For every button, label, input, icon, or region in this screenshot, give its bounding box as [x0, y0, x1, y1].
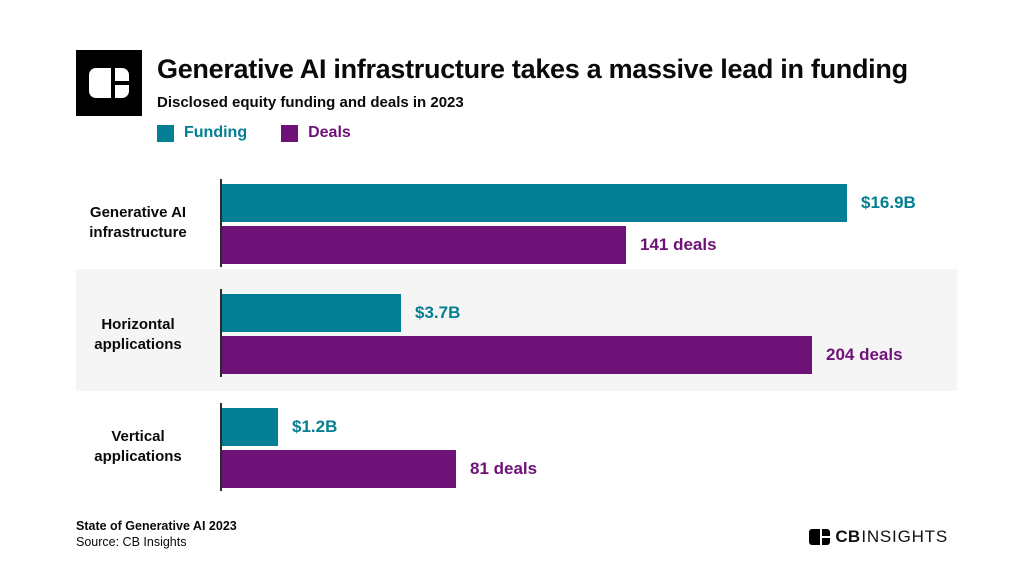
legend-item-deals: Deals [281, 124, 351, 142]
legend-deals-label: Deals [308, 124, 351, 141]
funding-bar [222, 408, 278, 446]
category-label-generative-ai-infrastructure: Generative AI infrastructure [89, 204, 187, 241]
deals-bar [222, 226, 626, 264]
axis-line [220, 179, 222, 267]
cbinsights-logo-icon [76, 50, 142, 116]
axis-line [220, 289, 222, 377]
deals-bar-row: 81 deals [222, 450, 537, 488]
bar-group-generative-ai-infrastructure: $16.9B 141 deals [222, 184, 916, 268]
bar-group-horizontal-applications: $3.7B 204 deals [222, 294, 903, 378]
deals-value-label: 204 deals [826, 345, 903, 364]
axis-line [220, 403, 222, 491]
deals-bar-row: 204 deals [222, 336, 903, 374]
funding-bar-row: $16.9B [222, 184, 916, 222]
funding-value-label: $3.7B [415, 303, 461, 322]
category-label-vertical-applications: Vertical applications [94, 428, 182, 465]
bar-group-vertical-applications: $1.2B 81 deals [222, 408, 537, 492]
page-subtitle: Disclosed equity funding and deals in 20… [157, 94, 464, 111]
category-label-horizontal-applications: Horizontal applications [94, 316, 182, 353]
page-title: Generative AI infrastructure takes a mas… [157, 54, 908, 84]
deals-bar-row: 141 deals [222, 226, 916, 264]
brand-cb-text: CB [835, 527, 861, 546]
deals-swatch-icon [281, 124, 299, 142]
funding-value-label: $1.2B [292, 417, 338, 436]
cbinsights-mark-icon [89, 68, 129, 98]
deals-bar [222, 336, 812, 374]
funding-value-label: $16.9B [861, 193, 916, 212]
deals-value-label: 81 deals [470, 459, 538, 478]
footer-source: Source: CB Insights [76, 535, 187, 549]
deals-bar [222, 450, 456, 488]
cbinsights-mark-icon [809, 529, 831, 545]
footer-report-title: State of Generative AI 2023 [76, 519, 237, 533]
funding-bar-row: $3.7B [222, 294, 903, 332]
funding-swatch-icon [157, 124, 174, 142]
footer-attribution: State of Generative AI 2023 Source: CB I… [76, 518, 237, 550]
cbinsights-wordmark: CB INSIGHTS [809, 527, 948, 547]
legend: Funding Deals [157, 124, 351, 142]
legend-item-funding: Funding [157, 124, 247, 142]
funding-bar [222, 184, 847, 222]
funding-bar-row: $1.2B [222, 408, 537, 446]
brand-insights-text: INSIGHTS [861, 527, 948, 546]
funding-bar [222, 294, 401, 332]
deals-value-label: 141 deals [640, 235, 717, 254]
legend-funding-label: Funding [184, 124, 248, 141]
